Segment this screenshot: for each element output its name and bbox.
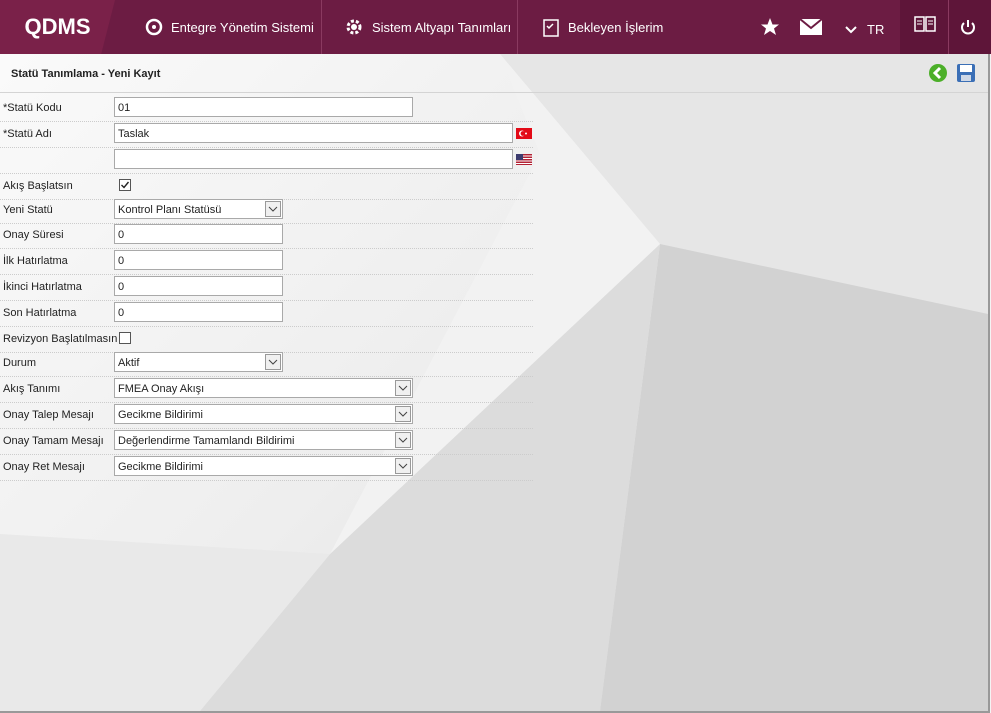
select[interactable]: FMEA Onay Akışı xyxy=(114,378,413,398)
icon xyxy=(145,18,163,36)
field-value: 0 xyxy=(118,307,125,319)
dropdown-arrow xyxy=(395,458,411,474)
field-value: FMEA Onay Akışı xyxy=(118,383,205,395)
dropdown-arrow xyxy=(395,406,411,422)
text-input[interactable] xyxy=(114,149,513,169)
nav-item[interactable]: Bekleyen İşlerim xyxy=(518,0,688,54)
select[interactable]: Değerlendirme Tamamlandı Bildirimi xyxy=(114,430,413,450)
form-row: Durum Aktif xyxy=(0,350,533,377)
dropdown-arrow xyxy=(265,201,281,217)
nav-item[interactable]: Entegre Yönetim Sistemi xyxy=(115,0,322,54)
checkbox[interactable] xyxy=(119,179,131,191)
field-label: *Statü Kodu xyxy=(3,102,62,114)
nav-label: Bekleyen İşlerim xyxy=(568,19,664,35)
favorites-icon[interactable] xyxy=(760,17,780,37)
text-input[interactable]: 0 xyxy=(114,302,283,322)
flag-en xyxy=(516,154,532,165)
top-bar: QDMS Entegre Yönetim Sistemi Sistem Alty… xyxy=(0,0,991,54)
text-input[interactable]: 0 xyxy=(114,224,283,244)
background xyxy=(0,54,988,711)
field-value: Taslak xyxy=(118,128,150,140)
field-label: Son Hatırlatma xyxy=(3,307,77,319)
separator xyxy=(0,92,988,93)
field-value: Gecikme Bildirimi xyxy=(118,409,203,421)
form-row: Akış Başlatsın xyxy=(0,173,533,200)
field-label: Onay Ret Mesajı xyxy=(3,461,85,473)
back-button[interactable] xyxy=(928,63,948,83)
form-row: Onay Tamam Mesajı Değerlendirme Tamamland… xyxy=(0,428,533,455)
field-label: Akış Tanımı xyxy=(3,383,61,395)
icon xyxy=(543,19,559,37)
form-row xyxy=(0,147,533,174)
field-value: 0 xyxy=(118,229,125,241)
select[interactable]: Gecikme Bildirimi xyxy=(114,456,413,476)
text-input[interactable]: Taslak xyxy=(114,123,513,143)
form-row: Onay Talep Mesajı Gecikme Bildirimi xyxy=(0,402,533,429)
chevron[interactable] xyxy=(845,26,857,34)
dropdown-arrow xyxy=(395,380,411,396)
divider xyxy=(948,0,949,54)
field-label: Durum xyxy=(3,357,37,369)
nav-label: Sistem Altyapı Tanımları xyxy=(372,19,512,35)
form-row: Onay Ret Mesajı Gecikme Bildirimi xyxy=(0,454,533,481)
logo[interactable]: QDMS xyxy=(0,0,115,54)
nav-item[interactable]: Sistem Altyapı Tanımları xyxy=(322,0,518,54)
field-label: İlk Hatırlatma xyxy=(3,255,68,267)
language[interactable]: TR xyxy=(867,22,885,37)
form-title: Statü Tanımlama - Yeni Kayıt xyxy=(11,68,161,80)
field-label: Onay Tamam Mesajı xyxy=(3,435,104,447)
text-input[interactable]: 0 xyxy=(114,250,283,270)
field-label: Onay Talep Mesajı xyxy=(3,409,94,421)
field-value: Gecikme Bildirimi xyxy=(118,461,203,473)
mail-icon[interactable] xyxy=(800,19,822,35)
form-row: Revizyon Başlatılmasın xyxy=(0,326,533,353)
field-value: 0 xyxy=(118,281,125,293)
help-icon[interactable] xyxy=(914,15,936,35)
field-label: İkinci Hatırlatma xyxy=(3,281,82,293)
flag-tr xyxy=(516,128,532,139)
form-row: İkinci Hatırlatma 0 xyxy=(0,274,533,301)
field-value: 0 xyxy=(118,255,125,267)
field-value: Değerlendirme Tamamlandı Bildirimi xyxy=(118,435,295,447)
checkbox[interactable] xyxy=(119,332,131,344)
form-row: İlk Hatırlatma 0 xyxy=(0,248,533,275)
dropdown-arrow xyxy=(265,354,281,370)
form-row: Onay Süresi 0 xyxy=(0,222,533,249)
field-value: 01 xyxy=(118,102,131,114)
field-value: Kontrol Planı Statüsü xyxy=(118,204,222,216)
content: Statü Tanımlama - Yeni Kayıt *Statü Kodu… xyxy=(0,54,990,713)
save-button[interactable] xyxy=(956,63,976,83)
text-input[interactable]: 01 xyxy=(114,97,413,117)
field-label: Revizyon Başlatılmasın xyxy=(3,333,118,345)
form-row: Yeni Statü Kontrol Planı Statüsü xyxy=(0,197,533,224)
nav-label: Entegre Yönetim Sistemi xyxy=(171,19,314,35)
form-row: *Statü Adı Taslak xyxy=(0,121,533,148)
power-icon[interactable] xyxy=(960,19,976,35)
select[interactable]: Gecikme Bildirimi xyxy=(114,404,413,424)
form-row: Son Hatırlatma 0 xyxy=(0,300,533,327)
form-row: Akış Tanımı FMEA Onay Akışı xyxy=(0,376,533,403)
field-label: Yeni Statü xyxy=(3,204,53,216)
text-input[interactable]: 0 xyxy=(114,276,283,296)
icon xyxy=(346,19,362,35)
form-row: *Statü Kodu 01 xyxy=(0,95,533,122)
dropdown-arrow xyxy=(395,432,411,448)
field-label: Akış Başlatsın xyxy=(3,180,73,192)
select[interactable]: Aktif xyxy=(114,352,283,372)
field-label: *Statü Adı xyxy=(3,128,52,140)
select[interactable]: Kontrol Planı Statüsü xyxy=(114,199,283,219)
field-value: Aktif xyxy=(118,357,140,369)
field-label: Onay Süresi xyxy=(3,229,64,241)
